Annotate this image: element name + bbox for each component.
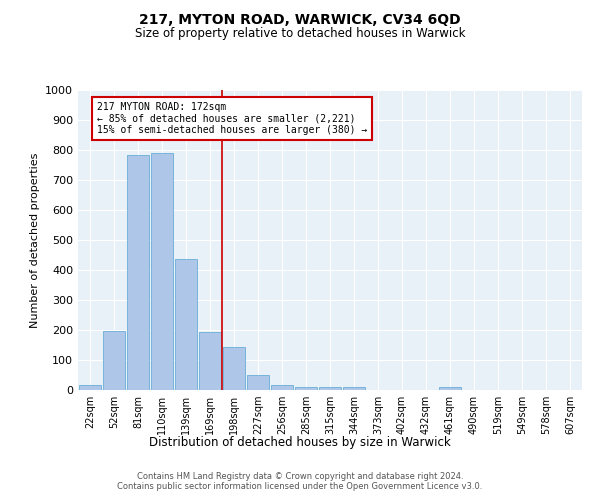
Bar — [439, 387, 461, 390]
Text: 217, MYTON ROAD, WARWICK, CV34 6QD: 217, MYTON ROAD, WARWICK, CV34 6QD — [139, 12, 461, 26]
Bar — [295, 387, 317, 390]
Bar — [79, 384, 101, 390]
Bar — [151, 154, 173, 390]
Bar — [271, 385, 293, 390]
Bar — [247, 376, 269, 390]
Text: Distribution of detached houses by size in Warwick: Distribution of detached houses by size … — [149, 436, 451, 449]
Bar — [127, 155, 149, 390]
Text: 217 MYTON ROAD: 172sqm
← 85% of detached houses are smaller (2,221)
15% of semi-: 217 MYTON ROAD: 172sqm ← 85% of detached… — [97, 102, 367, 135]
Y-axis label: Number of detached properties: Number of detached properties — [29, 152, 40, 328]
Bar — [199, 332, 221, 390]
Text: Contains HM Land Registry data © Crown copyright and database right 2024.: Contains HM Land Registry data © Crown c… — [137, 472, 463, 481]
Bar — [175, 259, 197, 390]
Bar — [223, 347, 245, 390]
Text: Size of property relative to detached houses in Warwick: Size of property relative to detached ho… — [135, 28, 465, 40]
Bar — [103, 331, 125, 390]
Bar — [319, 387, 341, 390]
Text: Contains public sector information licensed under the Open Government Licence v3: Contains public sector information licen… — [118, 482, 482, 491]
Bar — [343, 387, 365, 390]
